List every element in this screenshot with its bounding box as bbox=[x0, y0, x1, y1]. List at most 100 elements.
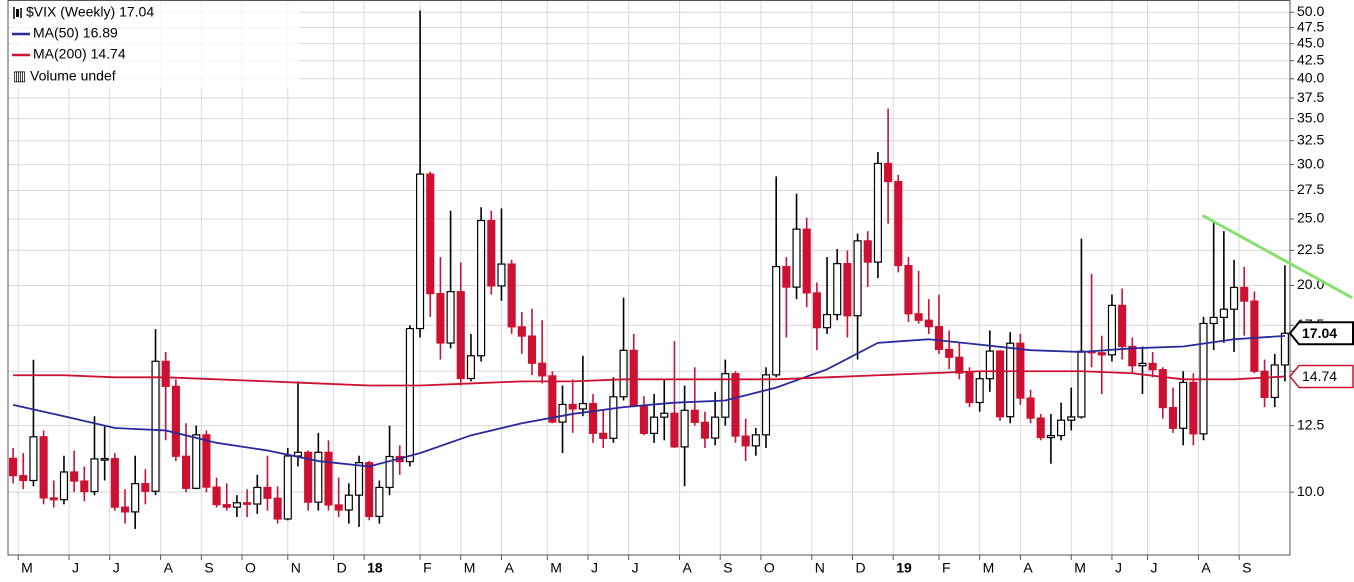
y-tick-label: 50.0 bbox=[1297, 3, 1324, 19]
candle-body bbox=[761, 374, 771, 436]
candle-body bbox=[792, 228, 801, 288]
candle-body bbox=[1046, 434, 1055, 439]
candle-body bbox=[1148, 362, 1157, 371]
grid bbox=[8, 0, 1290, 555]
candle-body bbox=[507, 263, 516, 328]
candle-body bbox=[405, 327, 414, 463]
y-tick-label: 30.0 bbox=[1297, 155, 1324, 171]
candle-body bbox=[375, 486, 384, 517]
candle-body bbox=[49, 497, 58, 501]
candle-body bbox=[955, 356, 964, 374]
candle-body bbox=[934, 326, 944, 351]
y-tick-label: 35.0 bbox=[1297, 109, 1324, 125]
candle-body bbox=[212, 486, 221, 506]
x-tick-label: 19 bbox=[896, 560, 912, 576]
candle-body bbox=[9, 457, 18, 477]
candle-body bbox=[59, 471, 69, 501]
candle-body bbox=[365, 462, 374, 517]
y-tick-label: 10.0 bbox=[1297, 483, 1324, 499]
candle-body bbox=[873, 162, 882, 263]
candle-body bbox=[924, 319, 933, 328]
candle-body bbox=[527, 335, 537, 364]
x-tick-label: M bbox=[21, 560, 33, 576]
candle-body bbox=[1118, 304, 1127, 348]
candle-body bbox=[782, 265, 791, 288]
x-tick-label: A bbox=[504, 560, 514, 576]
x-tick-label: J bbox=[72, 560, 79, 576]
candle-body bbox=[80, 480, 89, 493]
x-tick-label: M bbox=[550, 560, 562, 576]
candle-body bbox=[19, 475, 28, 482]
candle-body bbox=[1077, 350, 1086, 418]
x-tick-label: M bbox=[1074, 560, 1086, 576]
candle-body bbox=[772, 265, 781, 376]
candle-body bbox=[466, 355, 476, 380]
candle-body bbox=[232, 502, 241, 508]
candle-body bbox=[436, 293, 445, 344]
candle-body bbox=[558, 403, 567, 423]
candle-body bbox=[833, 263, 842, 316]
x-tick-label: A bbox=[683, 560, 693, 576]
candle-body bbox=[304, 451, 313, 503]
y-tick-label: 25.0 bbox=[1297, 210, 1324, 226]
candle-body bbox=[639, 404, 648, 434]
candle-body bbox=[599, 432, 608, 439]
candle-body bbox=[90, 458, 99, 493]
candle-body bbox=[1168, 406, 1178, 429]
candle-body bbox=[945, 348, 954, 358]
candle-body bbox=[517, 326, 526, 337]
x-tick-label: F bbox=[942, 560, 951, 576]
candle-body bbox=[853, 240, 862, 317]
candle-body bbox=[243, 502, 252, 505]
candle-body bbox=[497, 263, 506, 287]
candle-body bbox=[578, 402, 587, 410]
candle-body bbox=[283, 455, 292, 520]
candle-body bbox=[1240, 286, 1249, 302]
x-tick-label: O bbox=[245, 560, 256, 576]
candle-body bbox=[650, 416, 659, 434]
candle-body bbox=[181, 455, 191, 489]
candle-body bbox=[100, 458, 109, 461]
volume-icon: ▥ bbox=[13, 68, 26, 84]
candle-body bbox=[894, 180, 903, 267]
candle-body bbox=[29, 436, 38, 482]
candle-body bbox=[1067, 416, 1076, 421]
candle-body bbox=[1209, 316, 1218, 325]
candle-body bbox=[131, 483, 140, 513]
candle-body bbox=[588, 402, 598, 434]
candle-body bbox=[1219, 308, 1228, 318]
y-tick-label: 32.5 bbox=[1297, 131, 1324, 147]
legend-title: $VIX (Weekly) 17.04 bbox=[26, 4, 154, 20]
x-tick-label: D bbox=[855, 560, 865, 576]
x-tick-label: M bbox=[464, 560, 476, 576]
y-tick-label: 37.5 bbox=[1297, 89, 1324, 105]
price-flag-label: 14.74 bbox=[1302, 368, 1337, 384]
x-tick-label: O bbox=[764, 560, 775, 576]
x-tick-label: F bbox=[423, 560, 432, 576]
candle-body bbox=[1229, 286, 1239, 310]
candle-body bbox=[1280, 332, 1289, 366]
candle-body bbox=[751, 434, 760, 447]
candle-body bbox=[192, 434, 201, 489]
candle-body bbox=[538, 362, 547, 377]
candle-body bbox=[487, 219, 496, 287]
candle-body bbox=[110, 458, 119, 508]
candle-body bbox=[477, 219, 486, 357]
y-tick-label: 40.0 bbox=[1297, 70, 1324, 86]
candle-body bbox=[171, 385, 180, 457]
candle-body bbox=[609, 396, 618, 439]
candle-body bbox=[1189, 381, 1198, 435]
legend-box bbox=[10, 2, 300, 88]
candle-body bbox=[1138, 362, 1147, 367]
candle-body bbox=[822, 313, 832, 329]
candle-body bbox=[385, 455, 394, 489]
candle-body bbox=[202, 434, 211, 488]
candle-body bbox=[1250, 300, 1259, 372]
candle-body bbox=[324, 451, 333, 506]
candle-body bbox=[273, 497, 282, 520]
candle-body bbox=[141, 483, 150, 492]
candle-body bbox=[39, 436, 48, 499]
candle-body bbox=[161, 360, 170, 387]
x-tick-label: S bbox=[204, 560, 213, 576]
x-tick-label: A bbox=[164, 560, 174, 576]
